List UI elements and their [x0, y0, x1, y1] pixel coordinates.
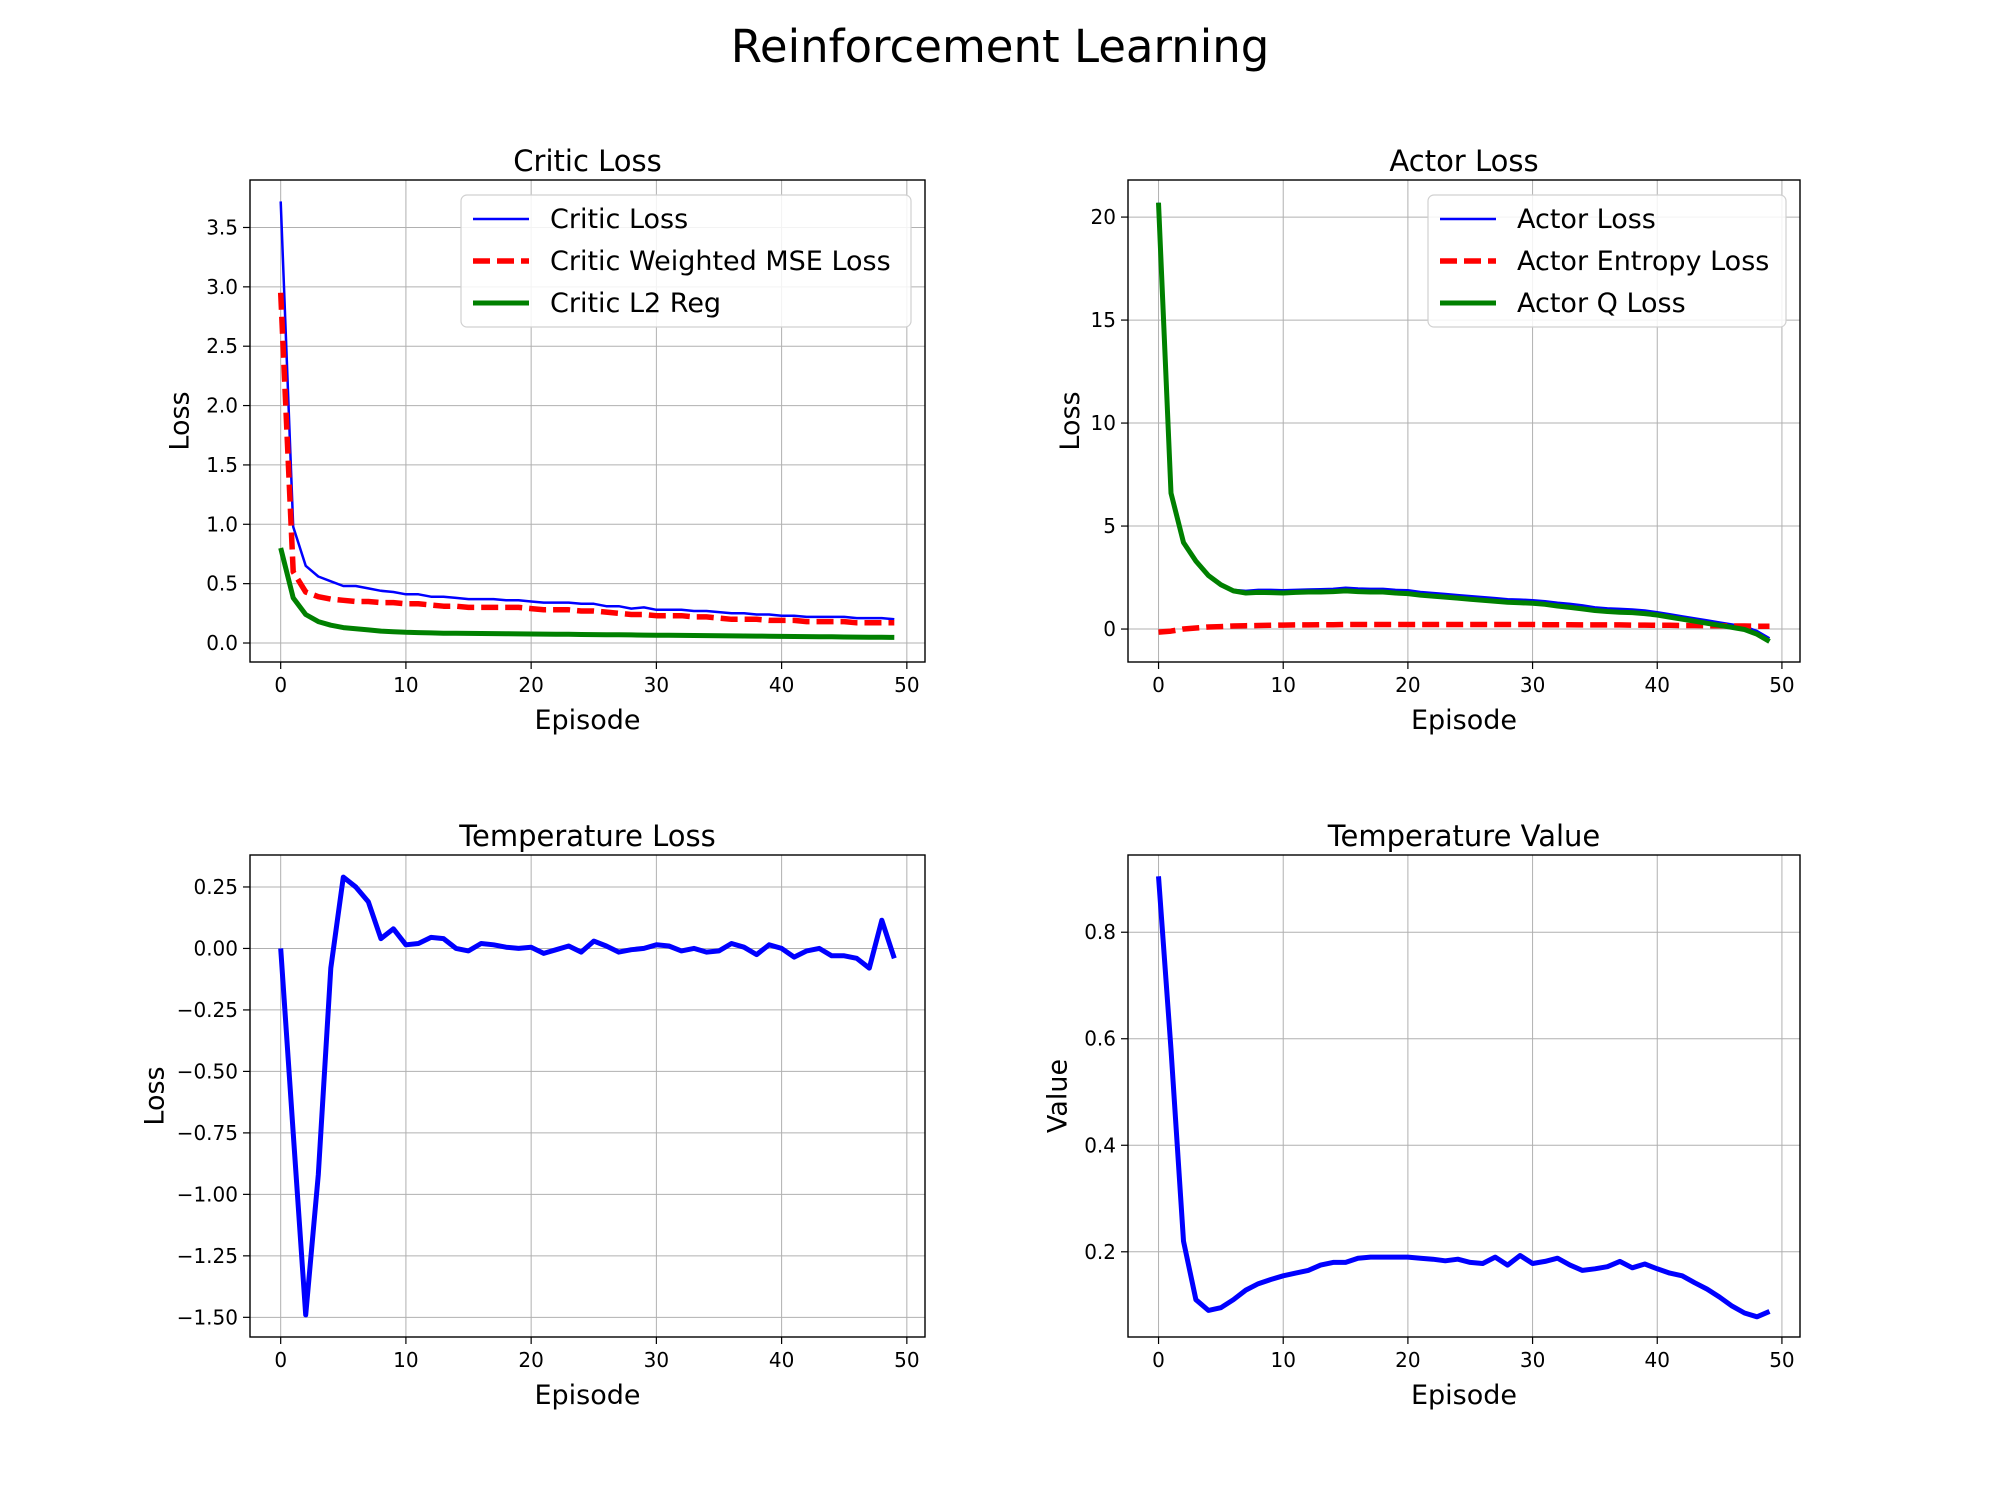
subplot-title: Temperature Value [1327, 819, 1601, 853]
y-tick-label: 1.5 [206, 453, 238, 477]
x-tick-label: 0 [1152, 1348, 1165, 1372]
y-tick-label: 2.5 [206, 334, 238, 358]
series-line-critic-l2-reg [278, 547, 895, 640]
x-tick-label: 10 [1270, 673, 1295, 697]
y-tick-label: −0.25 [177, 998, 238, 1022]
series-line-temperature-loss [278, 874, 897, 1318]
x-tick-label: 10 [393, 673, 418, 697]
x-tick-label: 40 [1645, 1348, 1670, 1372]
y-tick-label: 2.0 [206, 394, 238, 418]
y-tick-label: −1.25 [177, 1244, 238, 1268]
y-axis-label: Loss [140, 1066, 171, 1125]
figure-title: Reinforcement Learning [731, 20, 1270, 73]
subplot-4: 0 10 20 30 40 50 0.2 0.4 0.6 0.8 Temperature Value… [1043, 819, 1801, 1411]
x-tick-label: 50 [1769, 673, 1794, 697]
x-tick-label: 20 [518, 673, 543, 697]
legend-label: Actor Entropy Loss [1517, 246, 1769, 277]
y-tick-label: 0.6 [1084, 1027, 1116, 1051]
y-tick-label: 3.5 [206, 215, 238, 239]
y-tick-label: 20 [1091, 205, 1116, 229]
y-tick-label: 15 [1091, 308, 1116, 332]
subplot-1: 0 10 20 30 40 50 0.0 0.5 1.0 1.5 2.0 2.5 3.0 3.5 Criti… [165, 144, 926, 736]
x-axis-label: Episode [534, 1380, 640, 1411]
legend-label: Actor Q Loss [1517, 288, 1686, 319]
subplot-title: Critic Loss [513, 144, 661, 178]
x-tick-label: 30 [1520, 673, 1545, 697]
x-tick-label: 0 [274, 1348, 287, 1372]
axes-frame [1127, 179, 1801, 663]
legend-label: Critic Weighted MSE Loss [550, 246, 891, 277]
y-tick-label: 0.2 [1084, 1240, 1116, 1264]
subplot-title: Temperature Loss [458, 819, 716, 853]
series-line-temperature-value [1156, 876, 1771, 1320]
y-tick-label: −1.50 [177, 1305, 238, 1329]
x-tick-label: 20 [1395, 1348, 1420, 1372]
y-tick-label: 0.5 [206, 572, 238, 596]
y-tick-label: −0.50 [177, 1059, 238, 1083]
x-tick-label: 30 [1520, 1348, 1545, 1372]
y-tick-label: 0.00 [193, 936, 238, 960]
x-tick-label: 30 [644, 1348, 669, 1372]
axes-frame [249, 179, 926, 663]
series-line-actor-entropy-loss [1158, 621, 1770, 635]
subplot-2: 0 10 20 30 40 50 0 5 10 15 20 Actor Loss Episode Loss… [1055, 144, 1801, 736]
legend: Actor Loss Actor Entropy Loss Actor Q Loss [1427, 194, 1787, 328]
legend-box [1427, 194, 1787, 328]
y-tick-label: −1.00 [177, 1182, 238, 1206]
y-axis-label: Value [1043, 1059, 1074, 1133]
y-tick-label: 0.8 [1084, 920, 1116, 944]
axes-frame [249, 854, 926, 1338]
x-tick-label: 10 [393, 1348, 418, 1372]
series-line-critic-loss [279, 201, 895, 621]
y-tick-label: 0.25 [193, 875, 238, 899]
y-tick-label: 0 [1103, 617, 1116, 641]
x-tick-label: 50 [1769, 1348, 1794, 1372]
x-tick-label: 40 [1645, 673, 1670, 697]
legend-label: Critic L2 Reg [550, 288, 721, 319]
x-tick-label: 0 [274, 673, 287, 697]
x-tick-label: 20 [518, 1348, 543, 1372]
x-axis-label: Episode [1411, 1380, 1517, 1411]
x-axis-label: Episode [1411, 705, 1517, 736]
x-tick-label: 30 [644, 673, 669, 697]
series-line-actor-loss [1157, 202, 1771, 640]
subplot-title: Actor Loss [1389, 144, 1538, 178]
y-tick-label: 5 [1103, 514, 1116, 538]
legend-box [460, 194, 912, 328]
x-axis-label: Episode [534, 705, 640, 736]
y-axis-label: Loss [165, 391, 196, 450]
y-tick-label: 3.0 [206, 275, 238, 299]
axes-frame [1127, 854, 1801, 1338]
legend: Critic Loss Critic Weighted MSE Loss Criti… [460, 194, 912, 328]
subplot-3: 0 10 20 30 40 50 −1.50 −1.25 −1.00 −0.75 −0.50 −0.2… [140, 819, 926, 1411]
x-tick-label: 50 [894, 1348, 919, 1372]
legend-label: Actor Loss [1517, 204, 1656, 235]
x-tick-label: 40 [769, 673, 794, 697]
series-line-actor-q-loss [1156, 202, 1771, 644]
y-tick-label: 1.0 [206, 512, 238, 536]
y-tick-label: 10 [1091, 411, 1116, 435]
legend-label: Critic Loss [550, 204, 688, 235]
series-line-critic-weighted-mse-loss [277, 292, 895, 626]
x-tick-label: 20 [1395, 673, 1420, 697]
y-axis-label: Loss [1055, 391, 1086, 450]
y-tick-label: −0.75 [177, 1121, 238, 1145]
x-tick-label: 40 [769, 1348, 794, 1372]
x-tick-label: 50 [894, 673, 919, 697]
x-tick-label: 0 [1152, 673, 1165, 697]
y-tick-label: 0.4 [1084, 1133, 1116, 1157]
x-tick-label: 10 [1270, 1348, 1295, 1372]
y-tick-label: 0.0 [206, 631, 238, 655]
